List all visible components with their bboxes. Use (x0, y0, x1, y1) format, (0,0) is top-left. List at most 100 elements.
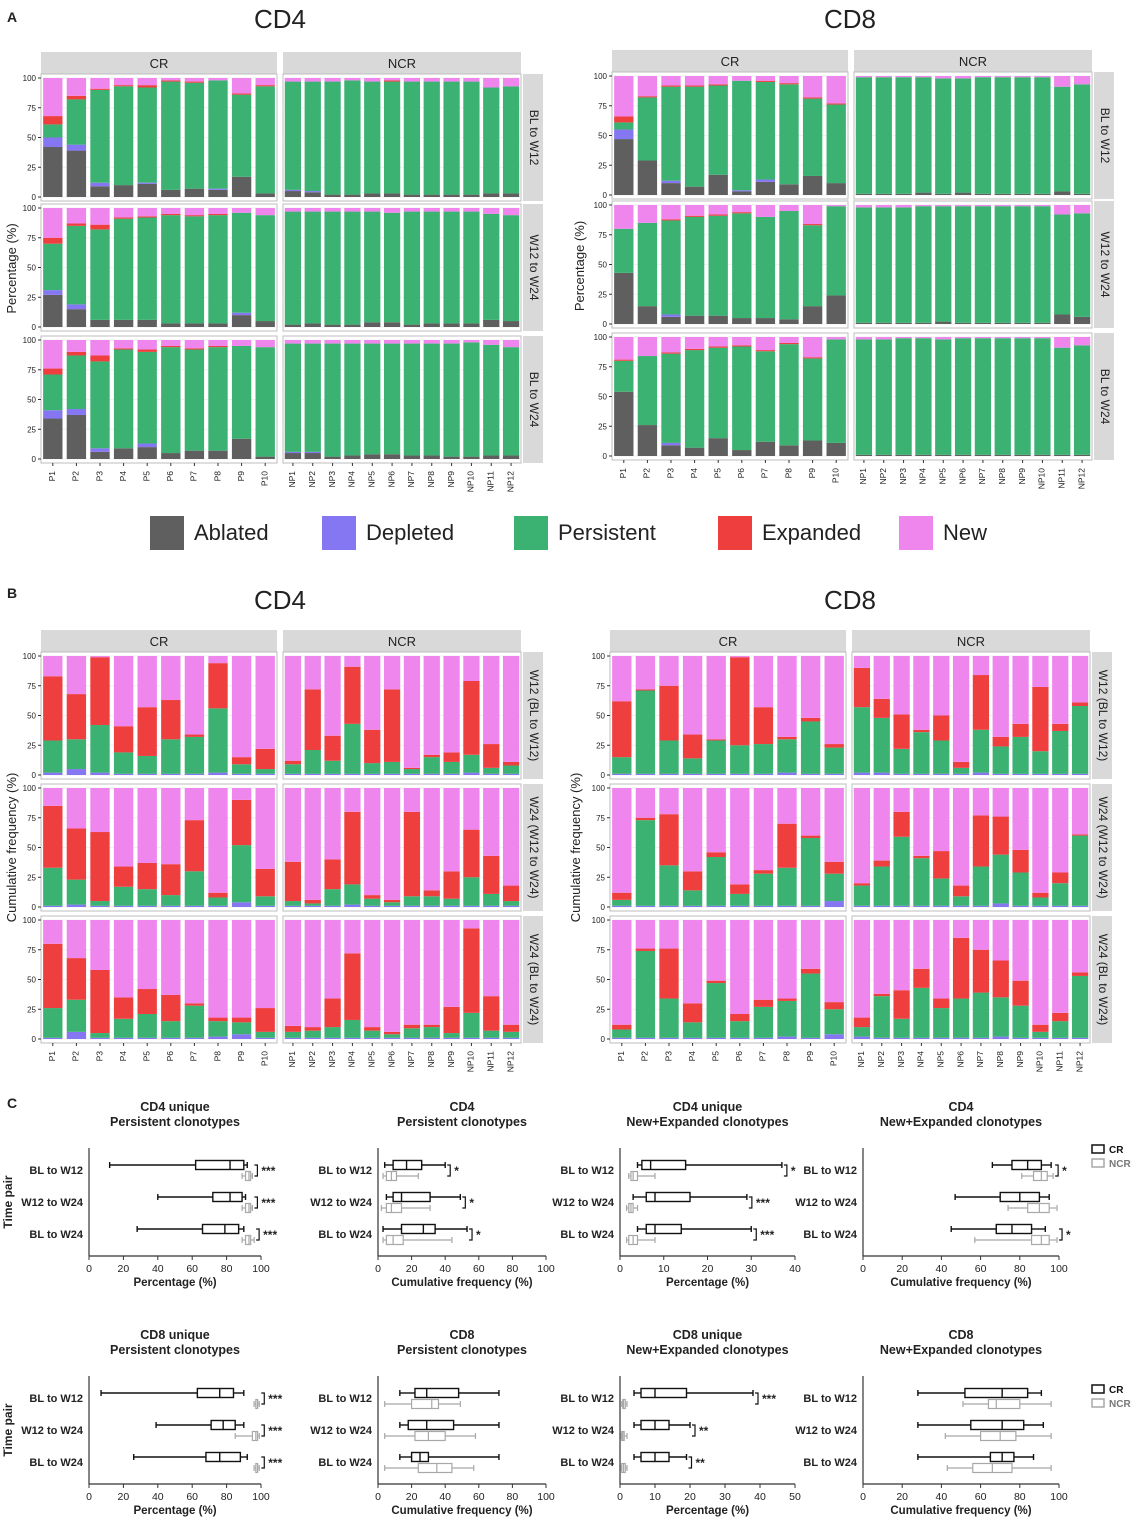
bar-segment-ablated (732, 450, 752, 456)
bar-segment-persistent (90, 901, 110, 906)
box-cr (407, 1419, 455, 1431)
bar-segment-persistent (443, 898, 460, 906)
bar-segment-ablated (255, 193, 275, 197)
bar-segment-new (383, 920, 401, 1032)
bar-segment-new (708, 76, 728, 85)
bar-segment-persistent (483, 87, 500, 194)
bar-segment-expanded (824, 1002, 844, 1010)
y-tick-label: BL to W12 (29, 1393, 83, 1405)
bar-segment-persistent (324, 81, 341, 195)
y-tick-label: 50 (27, 844, 36, 853)
bar-segment-new (855, 205, 873, 208)
bar-segment-expanded (364, 729, 381, 764)
bar-segment-depleted (1052, 905, 1069, 907)
x-tick-label: 0 (617, 1263, 623, 1275)
bar-segment-expanded (684, 85, 705, 87)
bar-segment-persistent (483, 344, 500, 456)
bar-segment-persistent (684, 86, 705, 187)
bar-segment-new (90, 340, 110, 356)
box-cr (205, 1451, 242, 1463)
box-ncr (630, 1170, 639, 1182)
bar-segment-persistent (1012, 736, 1029, 774)
bar-segment-expanded (637, 96, 658, 98)
bar-segment-depleted (231, 1034, 252, 1039)
bar-segment-expanded (304, 1027, 321, 1031)
bar-segment-ablated (364, 454, 381, 459)
bar-segment-depleted (502, 773, 520, 775)
facet-strip-cr (41, 52, 277, 74)
bar-segment-ablated (915, 192, 932, 195)
bar-segment-persistent (661, 353, 681, 443)
bar-segment-depleted (403, 1037, 421, 1039)
bar-segment-depleted (614, 129, 634, 140)
bar-segment-new (853, 920, 871, 1018)
bar-segment-new (463, 788, 480, 830)
box-ncr (244, 1202, 252, 1214)
bar-segment-new (1012, 920, 1029, 981)
bar-segment-new (231, 208, 252, 213)
bar-segment-new (802, 76, 823, 98)
bar-segment-expanded (777, 998, 797, 1001)
bar-segment-expanded (137, 707, 157, 756)
bar-segment-expanded (730, 657, 750, 746)
bar-segment-new (1034, 205, 1051, 207)
bar-segment-persistent (483, 1030, 500, 1038)
bar-segment-ablated (161, 189, 181, 197)
bar-segment-ablated (1073, 454, 1091, 456)
bar-segment-persistent (255, 1031, 275, 1038)
bar-segment-ablated (231, 438, 252, 459)
facet-strip-label: CR (150, 634, 169, 649)
bar-segment-depleted (66, 904, 87, 907)
bar-segment-persistent (184, 736, 205, 774)
bar-segment-expanded (208, 663, 228, 709)
bar-segment-persistent (682, 758, 703, 774)
y-tick-label: 25 (27, 741, 36, 750)
bar-segment-depleted (443, 1037, 460, 1039)
y-tick-label: 100 (594, 333, 608, 342)
bar-segment-ablated (403, 324, 421, 327)
chart-title: CD4 unique (140, 1100, 209, 1114)
x-tick-label: P9 (236, 1051, 246, 1062)
facet-strip-label: NCR (388, 56, 416, 71)
bar-segment-new (208, 208, 228, 214)
significance-label: * (476, 1228, 481, 1242)
bar-segment-depleted (777, 905, 797, 907)
bar-segment-persistent (161, 739, 181, 774)
bar-segment-expanded (853, 667, 871, 708)
bar-segment-new (952, 656, 970, 762)
bar-segment-new (90, 208, 110, 225)
bar-segment-depleted (661, 314, 681, 317)
bar-segment-depleted (208, 772, 228, 775)
facet-strip-row-label: BL to W12 (1098, 108, 1112, 164)
bar-segment-persistent (43, 124, 63, 138)
y-tick-label: BL to W24 (318, 1229, 372, 1241)
x-tick-label: P3 (663, 1051, 673, 1062)
bar-segment-persistent (255, 347, 275, 457)
bar-segment-expanded (304, 689, 321, 751)
bar-segment-persistent (43, 867, 63, 906)
bar-segment-depleted (463, 772, 480, 775)
bar-segment-new (113, 656, 134, 727)
y-tick-label: W12 to W24 (21, 1425, 84, 1437)
bar-segment-expanded (952, 937, 970, 999)
bar-segment-new (1012, 656, 1029, 724)
bar-segment-new (43, 340, 63, 369)
bar-segment-new (184, 656, 205, 735)
bar-segment-new (895, 337, 912, 339)
bar-segment-persistent (483, 893, 500, 906)
significance-bracket (688, 1456, 693, 1469)
x-axis-label: Cumulative frequency (%) (890, 1277, 1031, 1289)
bar-segment-persistent (873, 717, 890, 773)
x-tick-label: 20 (684, 1491, 696, 1503)
box-ncr (244, 1170, 252, 1182)
bar-segment-persistent (994, 77, 1011, 194)
bar-segment-expanded (184, 81, 205, 83)
bar-segment-persistent (1054, 347, 1071, 455)
bar-segment-ablated (755, 181, 776, 195)
significance-bracket (256, 1228, 260, 1241)
facet-strip-row-label: W12 (BL to W12) (1096, 670, 1110, 762)
x-tick-label: 40 (439, 1491, 451, 1503)
bar-segment-ablated (483, 455, 500, 459)
significance-label: *** (760, 1228, 774, 1242)
bar-segment-persistent (935, 206, 952, 322)
